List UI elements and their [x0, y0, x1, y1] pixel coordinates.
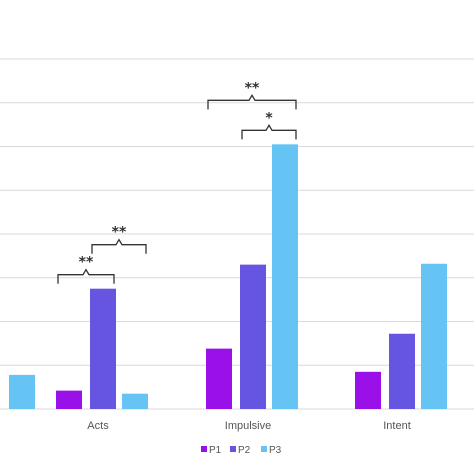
significance-bracket: [207, 94, 297, 110]
bars: [9, 144, 447, 409]
bar-partial-p3: [9, 374, 35, 409]
x-tick-label: Acts: [87, 420, 109, 432]
legend-label: P1: [209, 445, 222, 456]
bar-intent-p2: [389, 333, 415, 409]
significance-brackets: *******: [57, 80, 297, 284]
bar-intent-p3: [421, 263, 447, 409]
significance-label: **: [245, 80, 260, 96]
legend: P1 P2 P3: [201, 445, 282, 456]
legend-swatch-p2: [230, 446, 236, 452]
significance-label: **: [112, 225, 127, 241]
bar-acts-p2: [90, 288, 116, 409]
legend-label: P2: [238, 445, 251, 456]
legend-swatch-p1: [201, 446, 207, 452]
bar-impulsive-p2: [240, 264, 266, 409]
significance-bracket: [57, 268, 115, 284]
bar-impulsive-p1: [206, 348, 232, 409]
gridlines: [0, 58, 474, 410]
bar-acts-p1: [56, 390, 82, 409]
x-axis-labels: Acts Impulsive Intent: [87, 420, 410, 432]
significance-label: *: [265, 110, 273, 126]
x-tick-label: Impulsive: [225, 420, 271, 432]
bar-acts-p3: [122, 393, 148, 409]
bar-impulsive-p3: [272, 144, 298, 409]
significance-bracket: [241, 124, 297, 140]
legend-label: P3: [269, 445, 282, 456]
bar-intent-p1: [355, 371, 381, 409]
significance-bracket: [91, 238, 147, 254]
legend-swatch-p3: [261, 446, 267, 452]
significance-label: **: [79, 255, 94, 271]
x-tick-label: Intent: [383, 420, 411, 432]
